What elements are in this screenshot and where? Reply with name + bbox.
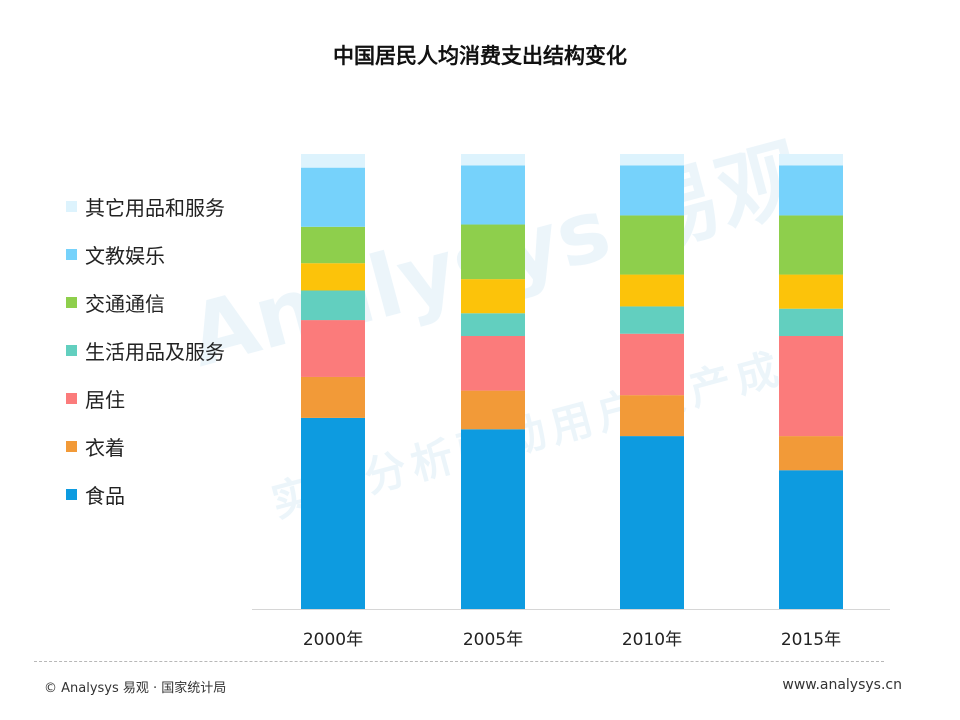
bar-segment [301,263,365,291]
legend-item: 文教娱乐 [66,230,266,278]
bar-segment [461,165,525,225]
legend-item: 生活用品及服务 [66,326,266,374]
legend-swatch [66,344,77,356]
legend-swatch [66,296,77,308]
bar-segment [779,308,843,336]
chart-title: 中国居民人均消费支出结构变化 [333,44,627,68]
legend-label: 居住 [85,387,125,412]
legend: 其它用品和服务 文教娱乐交通通信生活用品及服务 居住衣着食品 [66,182,266,518]
legend-item: 食品 [66,470,266,518]
legend-item: 衣着 [66,422,266,470]
legend-swatch [66,392,77,404]
bar-segment [461,313,525,336]
x-tick-label: 2010年 [622,630,682,650]
legend-swatch [66,200,77,212]
legend-item: 交通通信 [66,278,266,326]
bar-segment [779,274,843,309]
legend-label: 其它用品和服务 [85,195,225,220]
legend-swatch [66,488,77,500]
bar-segment [301,226,365,264]
bar-segment [620,274,684,307]
legend-label: 衣着 [85,435,125,460]
bar-segment [461,224,525,280]
bar-segment [301,376,365,418]
bar-segment [301,417,365,609]
footer-url: www.analysys.cn [782,677,902,693]
bar-segment [620,306,684,334]
bar-segment [461,279,525,314]
bar-segment [301,154,365,168]
bar-segment [620,395,684,437]
bar-segment [461,154,525,166]
bar-segment [779,154,843,166]
bar-segment [461,390,525,430]
footer-divider [34,661,884,662]
legend-label: 生活用品及服务 [85,339,225,364]
bar-segment [779,165,843,216]
legend-swatch [66,248,77,260]
bar-segment [779,336,843,437]
bar-segment [620,165,684,216]
x-tick-label: 2000年 [303,630,363,650]
legend-item: 居住 [66,374,266,422]
x-tick-label: 2005年 [463,630,523,650]
bar-segment [461,429,525,609]
bar-segment [301,290,365,321]
legend-swatch [66,440,77,452]
bar-segment [620,436,684,609]
legend-item: 其它用品和服务 [66,182,266,230]
legend-label: 文教娱乐 [85,243,165,268]
bar-segment [779,470,843,609]
legend-label: 食品 [85,483,125,508]
bar-segment [620,215,684,275]
bar-segment [779,215,843,275]
bar-segment [620,154,684,166]
x-tick-label: 2015年 [781,630,841,650]
bar-segment [461,336,525,391]
bar-segment [779,436,843,471]
bar-segment [301,167,365,227]
legend-label: 交通通信 [85,291,165,316]
bar-segment [301,320,365,377]
footer-source: © Analysys 易观 · 国家统计局 [44,681,227,696]
bar-segment [620,333,684,396]
